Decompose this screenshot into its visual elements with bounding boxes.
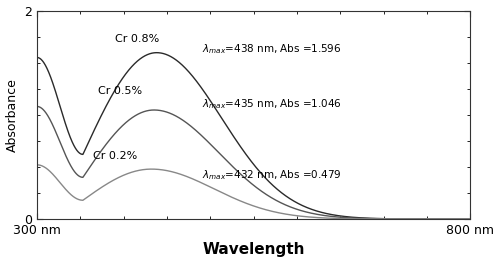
Text: $\lambda_{max}$=438 nm, Abs =1.596: $\lambda_{max}$=438 nm, Abs =1.596 xyxy=(202,42,341,56)
Text: Cr 0.8%: Cr 0.8% xyxy=(115,34,159,44)
Text: $\lambda_{max}$=432 nm, Abs =0.479: $\lambda_{max}$=432 nm, Abs =0.479 xyxy=(202,168,342,182)
Text: $\lambda_{max}$=435 nm, Abs =1.046: $\lambda_{max}$=435 nm, Abs =1.046 xyxy=(202,98,342,111)
Text: Cr 0.5%: Cr 0.5% xyxy=(98,86,142,96)
X-axis label: Wavelength: Wavelength xyxy=(202,242,305,257)
Y-axis label: Absorbance: Absorbance xyxy=(6,78,18,152)
Text: Cr 0.2%: Cr 0.2% xyxy=(94,151,138,161)
